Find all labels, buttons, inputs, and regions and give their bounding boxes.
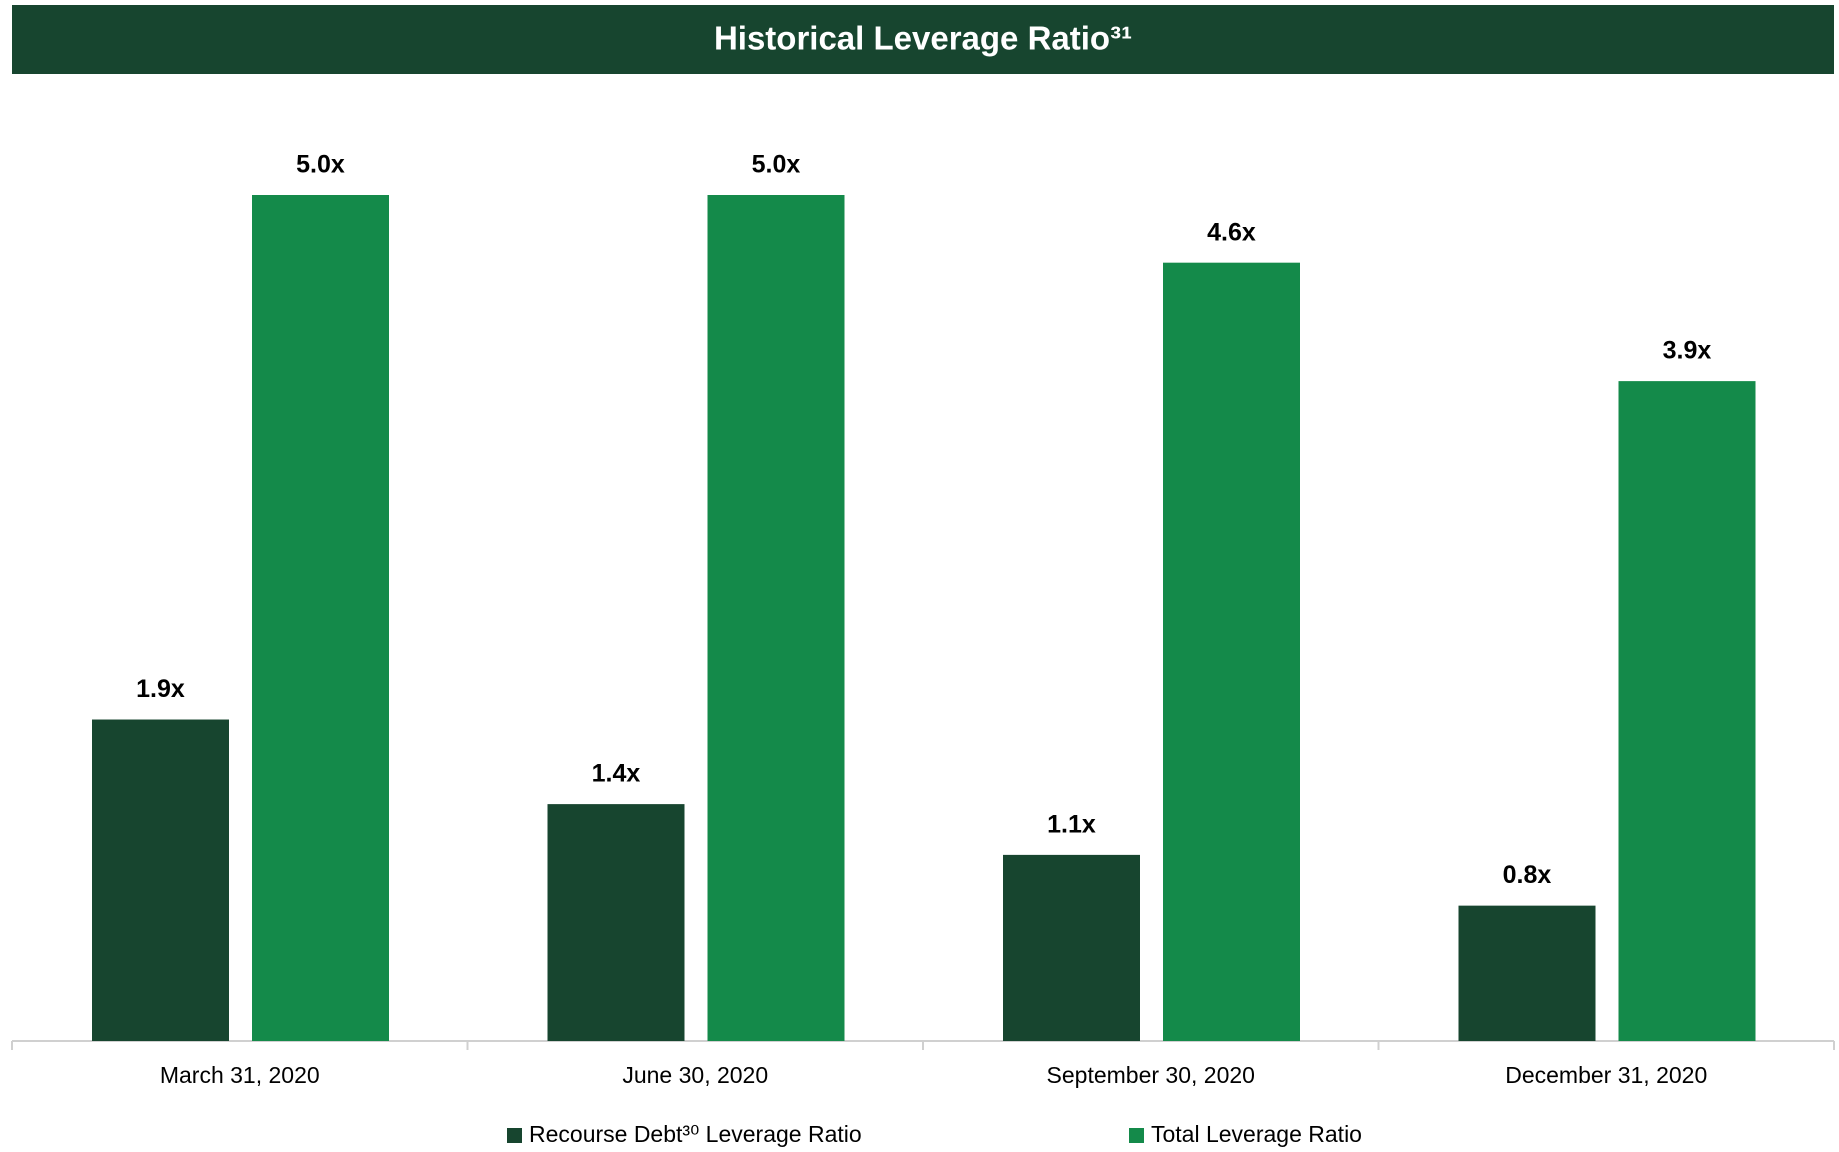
data-label: 4.6x — [1207, 218, 1256, 246]
x-tick-label: June 30, 2020 — [622, 1062, 768, 1088]
x-tick-label: December 31, 2020 — [1505, 1062, 1707, 1088]
data-label: 5.0x — [296, 151, 345, 179]
chart-title: Historical Leverage Ratio³¹ — [714, 20, 1132, 57]
legend-label: Recourse Debt³⁰ Leverage Ratio — [529, 1121, 862, 1147]
legend-swatch — [1129, 1128, 1144, 1143]
bar — [252, 195, 389, 1041]
legend-label: Total Leverage Ratio — [1151, 1121, 1362, 1147]
bar — [1003, 854, 1140, 1041]
title-bar — [12, 5, 1834, 74]
data-label: 5.0x — [752, 151, 801, 179]
data-label: 3.9x — [1663, 337, 1712, 365]
bar — [1458, 905, 1596, 1041]
bar — [92, 719, 229, 1041]
bar — [1163, 262, 1300, 1041]
bar — [707, 195, 845, 1041]
legend-swatch — [507, 1128, 522, 1143]
x-tick-label: September 30, 2020 — [1047, 1062, 1255, 1088]
bar — [1618, 381, 1756, 1041]
data-label: 1.1x — [1047, 810, 1096, 838]
x-tick-label: March 31, 2020 — [160, 1062, 320, 1088]
data-label: 0.8x — [1503, 861, 1552, 889]
data-label: 1.9x — [136, 675, 185, 703]
data-label: 1.4x — [592, 760, 641, 788]
bar — [547, 804, 685, 1041]
